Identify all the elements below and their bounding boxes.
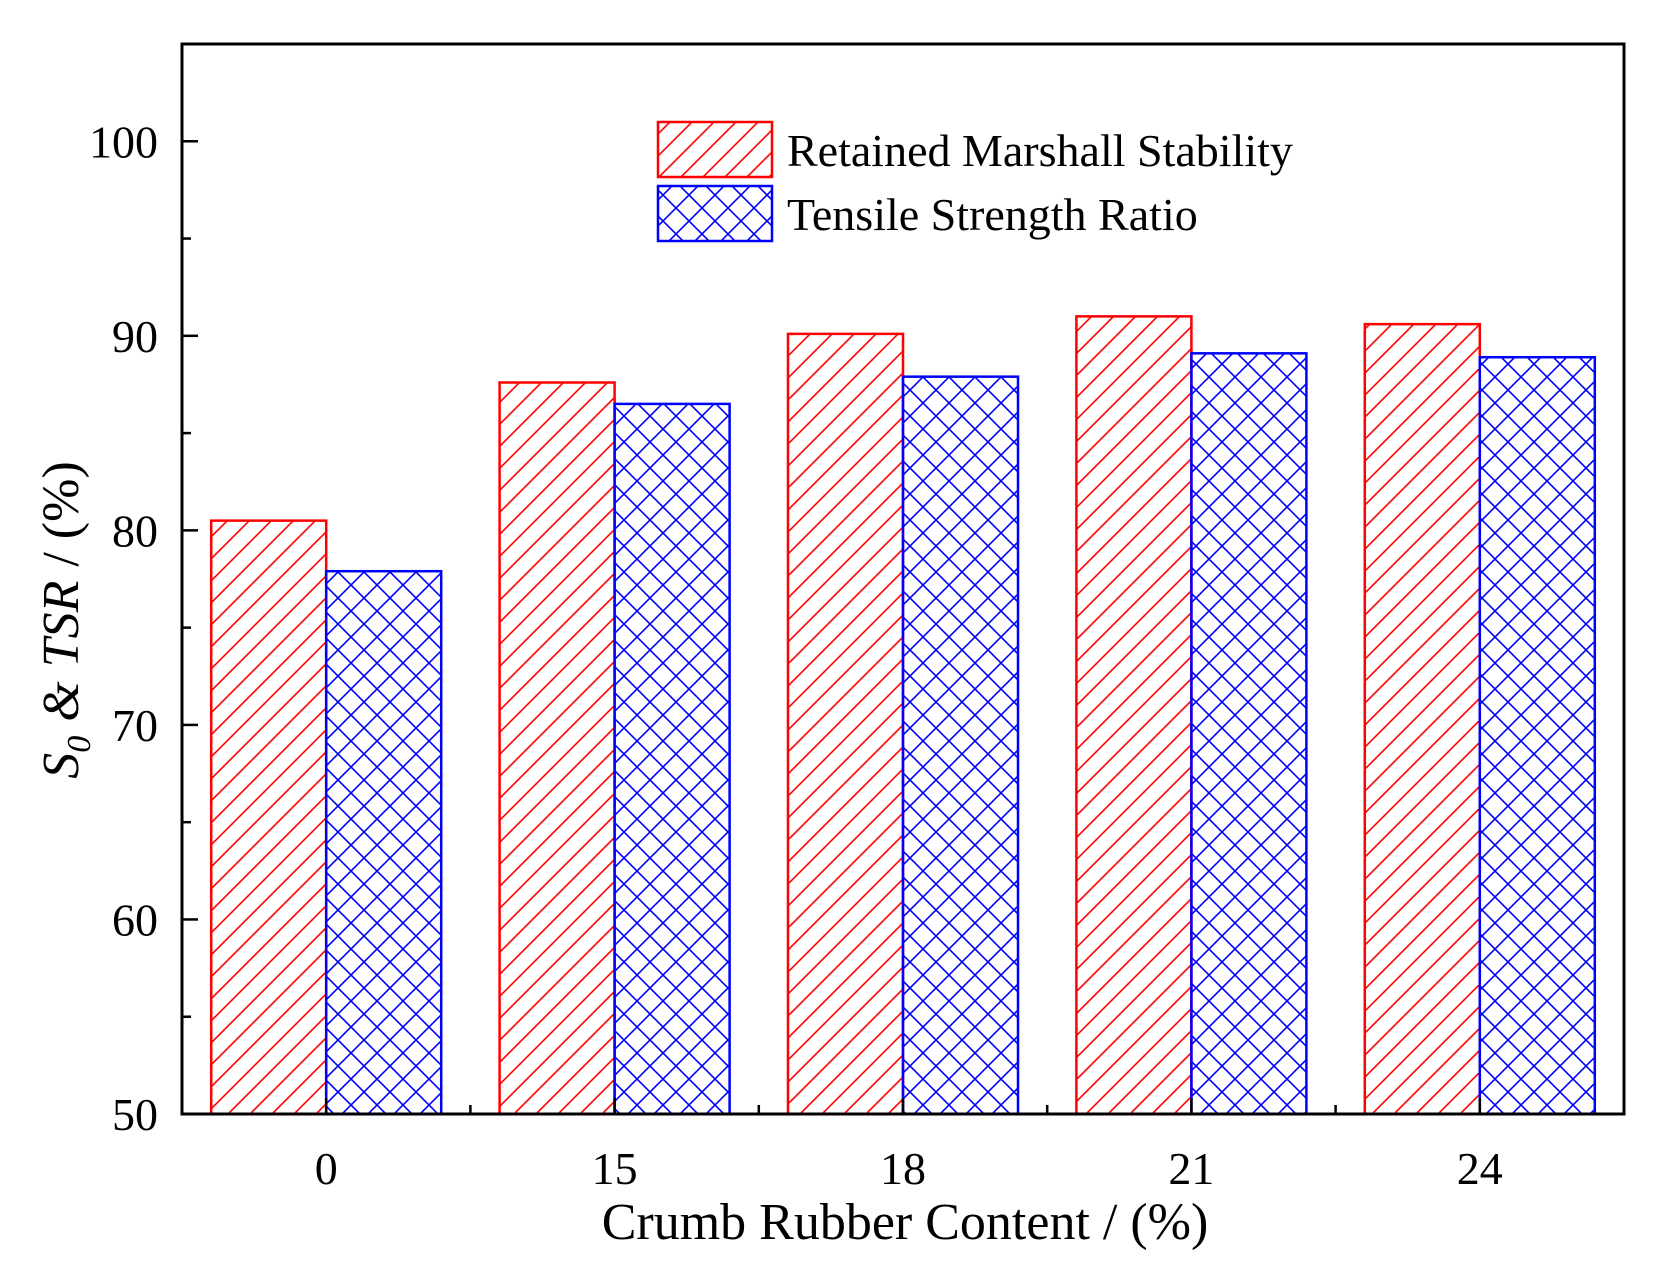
svg-text:S0&TSR/ (%): S0 & TSR / (%) (33, 461, 98, 779)
axes-layer: 50 60 70 80 90 100 0 15 18 21 24 (89, 42, 1626, 1194)
legend-swatch-tsr (656, 184, 774, 243)
y-axis-label-s: S (33, 753, 90, 779)
y-tick-label: 60 (112, 894, 158, 945)
y-axis-label-subscript: 0 (61, 736, 98, 753)
bar-tsr-15 (613, 402, 731, 1116)
bar-tsr-18 (901, 375, 1020, 1116)
bar-rms-24 (1363, 322, 1482, 1116)
legend-label-tsr: Tensile Strength Ratio (787, 189, 1198, 240)
bars-layer (209, 315, 1597, 1116)
bar-tsr-21 (1190, 352, 1308, 1116)
legend-label-rms: Retained Marshall Stability (787, 125, 1293, 176)
y-axis-label-ampersand: & (33, 681, 90, 722)
x-tick-label: 18 (880, 1143, 926, 1194)
bar-rms-21 (1075, 315, 1193, 1116)
y-tick-label: 80 (112, 505, 158, 556)
bar-rms-15 (498, 381, 616, 1116)
x-tick-label: 0 (315, 1143, 338, 1194)
bar-rms-18 (786, 332, 905, 1116)
y-tick-label: 100 (89, 116, 158, 167)
y-axis-label: S0 & TSR / (%) (33, 461, 98, 779)
x-tick-label: 21 (1168, 1143, 1214, 1194)
y-tick-label: 70 (112, 700, 158, 751)
x-axis-label: Crumb Rubber Content / (%) (602, 1194, 1209, 1251)
bar-rms-0 (209, 519, 328, 1116)
legend: Retained Marshall Stability Tensile Stren… (656, 120, 1293, 243)
x-tick-label: 15 (592, 1143, 638, 1194)
legend-swatch-rms (656, 120, 774, 179)
bar-tsr-0 (324, 569, 443, 1116)
y-axis-label-tsr: TSR (33, 581, 90, 668)
y-tick-label: 90 (112, 311, 158, 362)
y-axis-label-unit: / (%) (33, 461, 90, 566)
x-tick-label: 24 (1457, 1143, 1503, 1194)
bar-tsr-24 (1478, 355, 1597, 1116)
y-tick-label: 50 (112, 1089, 158, 1140)
